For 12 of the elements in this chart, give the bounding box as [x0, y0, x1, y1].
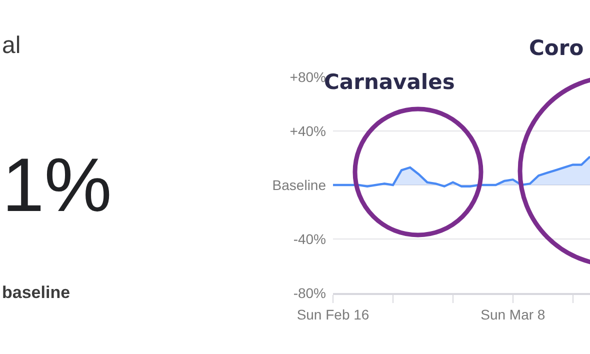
y-tick-label: Baseline [272, 176, 326, 193]
y-tick-label: +80% [290, 68, 326, 85]
text: 1% [2, 143, 112, 228]
text: al [2, 32, 21, 59]
x-tick-label: Sun Feb 16 [296, 306, 370, 323]
text: Coro [529, 36, 584, 60]
y-tick-label: -40% [293, 230, 326, 247]
x-tick-label: Sun Mar 8 [480, 306, 546, 323]
y-tick-label: -80% [293, 284, 326, 301]
text: baseline [2, 283, 70, 302]
annotation: Carnavales [324, 70, 455, 94]
y-tick-label: +40% [290, 122, 326, 139]
